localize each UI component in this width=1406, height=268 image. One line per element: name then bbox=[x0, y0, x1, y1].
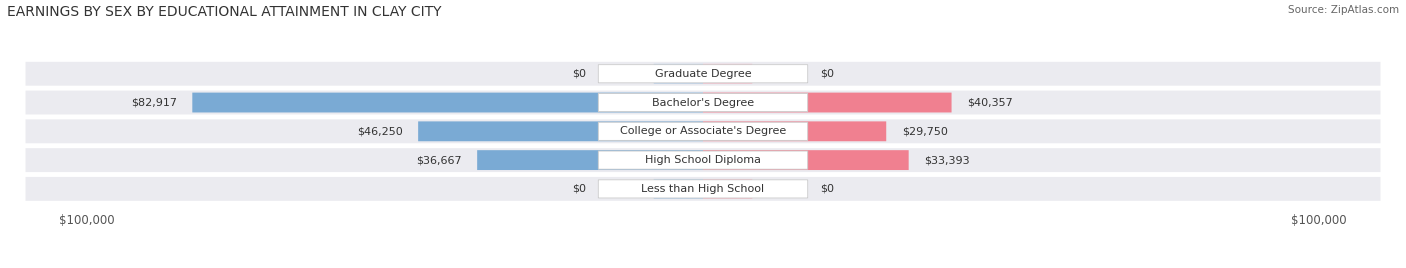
Text: Source: ZipAtlas.com: Source: ZipAtlas.com bbox=[1288, 5, 1399, 15]
Text: EARNINGS BY SEX BY EDUCATIONAL ATTAINMENT IN CLAY CITY: EARNINGS BY SEX BY EDUCATIONAL ATTAINMEN… bbox=[7, 5, 441, 19]
Text: $40,357: $40,357 bbox=[967, 98, 1012, 107]
Text: $0: $0 bbox=[572, 184, 586, 194]
FancyBboxPatch shape bbox=[703, 179, 752, 199]
FancyBboxPatch shape bbox=[193, 93, 703, 113]
Text: Graduate Degree: Graduate Degree bbox=[655, 69, 751, 79]
FancyBboxPatch shape bbox=[25, 62, 1381, 86]
Text: High School Diploma: High School Diploma bbox=[645, 155, 761, 165]
Text: $46,250: $46,250 bbox=[357, 126, 402, 136]
Text: $29,750: $29,750 bbox=[901, 126, 948, 136]
FancyBboxPatch shape bbox=[654, 64, 703, 84]
FancyBboxPatch shape bbox=[477, 150, 703, 170]
FancyBboxPatch shape bbox=[654, 179, 703, 199]
Text: $82,917: $82,917 bbox=[131, 98, 177, 107]
FancyBboxPatch shape bbox=[703, 150, 908, 170]
FancyBboxPatch shape bbox=[25, 119, 1381, 143]
FancyBboxPatch shape bbox=[25, 177, 1381, 201]
FancyBboxPatch shape bbox=[25, 148, 1381, 172]
FancyBboxPatch shape bbox=[703, 121, 886, 141]
FancyBboxPatch shape bbox=[599, 180, 807, 198]
Text: $0: $0 bbox=[572, 69, 586, 79]
Text: $0: $0 bbox=[820, 184, 834, 194]
FancyBboxPatch shape bbox=[599, 94, 807, 111]
FancyBboxPatch shape bbox=[599, 151, 807, 169]
Text: $36,667: $36,667 bbox=[416, 155, 461, 165]
FancyBboxPatch shape bbox=[703, 64, 752, 84]
Text: $33,393: $33,393 bbox=[924, 155, 970, 165]
FancyBboxPatch shape bbox=[599, 65, 807, 83]
Text: $0: $0 bbox=[820, 69, 834, 79]
Text: Less than High School: Less than High School bbox=[641, 184, 765, 194]
Text: College or Associate's Degree: College or Associate's Degree bbox=[620, 126, 786, 136]
Legend: Male, Female: Male, Female bbox=[636, 266, 770, 268]
FancyBboxPatch shape bbox=[703, 93, 952, 113]
FancyBboxPatch shape bbox=[25, 91, 1381, 114]
Text: Bachelor's Degree: Bachelor's Degree bbox=[652, 98, 754, 107]
FancyBboxPatch shape bbox=[418, 121, 703, 141]
FancyBboxPatch shape bbox=[599, 122, 807, 140]
